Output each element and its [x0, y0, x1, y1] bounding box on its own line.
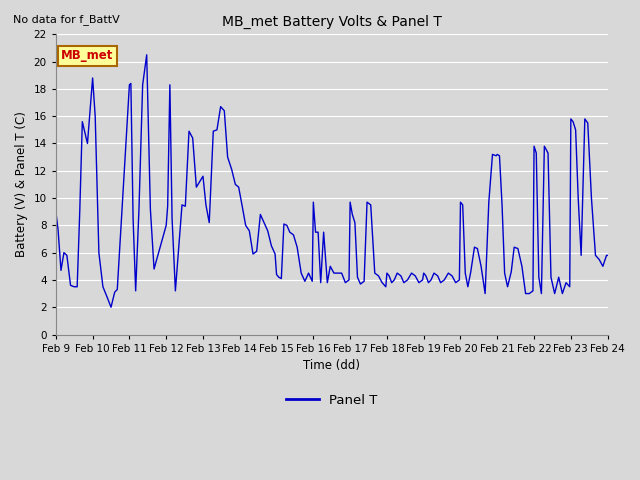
- X-axis label: Time (dd): Time (dd): [303, 359, 360, 372]
- Y-axis label: Battery (V) & Panel T (C): Battery (V) & Panel T (C): [15, 111, 28, 257]
- Text: MB_met: MB_met: [61, 49, 114, 62]
- Text: No data for f_BattV: No data for f_BattV: [13, 14, 120, 25]
- Legend: Panel T: Panel T: [280, 388, 383, 412]
- Title: MB_met Battery Volts & Panel T: MB_met Battery Volts & Panel T: [222, 15, 442, 29]
